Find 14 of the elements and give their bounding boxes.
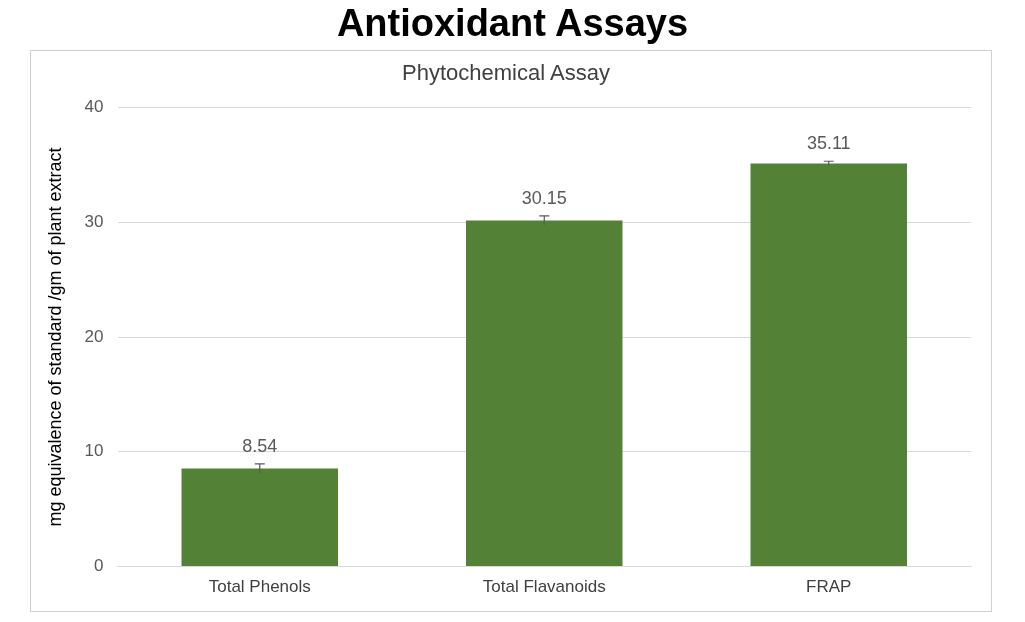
x-tick-label: FRAP <box>806 577 852 597</box>
y-tick-label: 30 <box>84 211 104 231</box>
y-axis-title: mg equivalence of standard /gm of plant extract <box>44 147 65 527</box>
y-tick-label: 10 <box>84 441 104 461</box>
x-tick-label: Total Flavanoids <box>482 577 606 597</box>
y-tick-label: 20 <box>84 326 104 346</box>
y-tick-label: 40 <box>84 97 104 117</box>
data-label: 8.54 <box>242 435 278 456</box>
data-label: 30.15 <box>521 187 567 208</box>
chart-subtitle: Phytochemical Assay <box>402 60 610 86</box>
chart-title: Antioxidant Assays <box>335 1 690 46</box>
x-tick-label: Total Phenols <box>208 577 311 597</box>
data-label: 35.11 <box>806 133 851 154</box>
y-tick-label: 0 <box>94 556 104 576</box>
